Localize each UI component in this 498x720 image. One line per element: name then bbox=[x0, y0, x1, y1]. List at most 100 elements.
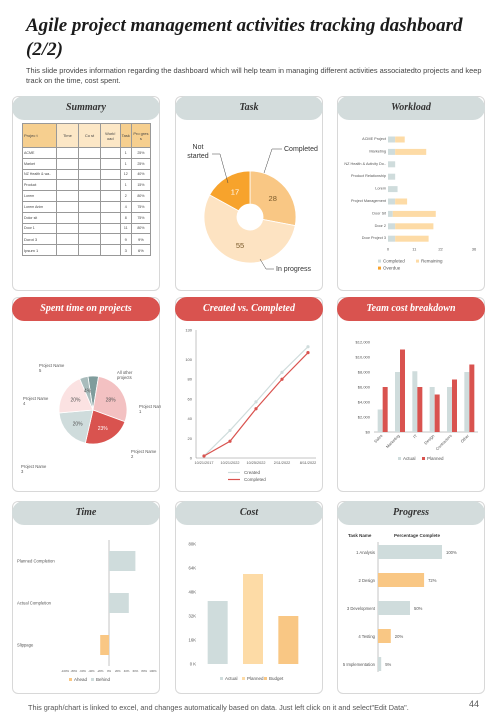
summary-table: Projec t Time Co st Work! oad Task Pro gres s… bbox=[22, 123, 152, 256]
task-callout-line bbox=[212, 153, 229, 184]
workload-bar bbox=[388, 161, 396, 168]
page-subtitle: This slide provides information regardin… bbox=[26, 66, 482, 85]
table-cell: Product bbox=[22, 179, 57, 192]
team-category-label: IT bbox=[412, 433, 418, 439]
team-category-label: Design bbox=[423, 433, 435, 445]
team-tick-label: $0 bbox=[366, 430, 371, 435]
spent-slice bbox=[92, 375, 128, 423]
workload-bar bbox=[392, 210, 436, 217]
created-tick-label: 60 bbox=[188, 396, 193, 401]
spent-category-label: Project Name bbox=[23, 396, 49, 401]
progress-category-label: 3 Development bbox=[347, 606, 376, 611]
cost-bar-chart: 0 K 16K 32K 48K 64K 80K Actual Planned Budget bbox=[189, 542, 299, 681]
cost-tick-label: 48K bbox=[189, 590, 197, 595]
legend-swatch bbox=[398, 457, 401, 460]
time-category-label: Actual Completion bbox=[17, 601, 52, 606]
time-tick-label: 80% bbox=[141, 669, 147, 673]
cost-panel: Cost 0 K 16K 32K 48K 64K 80K Actual Planned Budg… bbox=[175, 501, 323, 694]
table-cell bbox=[78, 179, 101, 192]
created-heading: Created vs. Completed bbox=[175, 297, 323, 321]
team-category-label: Other bbox=[459, 433, 470, 444]
workload-bar bbox=[395, 148, 427, 155]
time-tick-label: 20% bbox=[115, 669, 121, 673]
cost-tick-label: 80K bbox=[189, 542, 197, 547]
created-point bbox=[254, 407, 258, 411]
workload-category-label: Lorem bbox=[375, 187, 386, 191]
table-row: Dolor sit 8 75% bbox=[22, 211, 152, 224]
spent-value-label: 20% bbox=[73, 421, 84, 427]
cost-bar bbox=[207, 601, 228, 664]
table-cell: 25% bbox=[130, 147, 152, 159]
team-bar bbox=[417, 387, 423, 432]
task-value-label: 55 bbox=[236, 241, 244, 250]
progress-bar bbox=[378, 629, 391, 643]
task-slice bbox=[249, 170, 297, 227]
team-category-label: Contractors bbox=[435, 433, 453, 451]
progress-value-label: 100% bbox=[446, 550, 457, 555]
created-tick-label: 0 bbox=[190, 456, 193, 461]
workload-bar bbox=[388, 186, 398, 193]
workload-bar bbox=[395, 223, 434, 230]
created-legend-label: Completed bbox=[244, 477, 266, 482]
spent-value-label: 4% bbox=[84, 388, 92, 394]
spent-category-label: Project Name bbox=[139, 404, 161, 409]
cost-tick-label: 64K bbox=[189, 566, 197, 571]
team-category-label: Marketing bbox=[385, 433, 401, 449]
table-row: Market 1 25% bbox=[22, 157, 152, 170]
team-tick-label: $12,000 bbox=[356, 340, 371, 345]
spent-slice bbox=[84, 409, 126, 445]
table-cell: 6% bbox=[130, 244, 152, 256]
team-bar bbox=[434, 394, 440, 432]
workload-category-label: ACME Project bbox=[362, 137, 387, 141]
team-bar bbox=[447, 387, 452, 432]
workload-bar bbox=[388, 136, 396, 143]
legend-swatch bbox=[264, 677, 267, 680]
spent-slice bbox=[79, 375, 94, 411]
time-legend-label: Ahead bbox=[74, 677, 88, 682]
task-donut-chart: 28 55 17 Completed Not started In progress bbox=[187, 144, 318, 273]
cost-bar bbox=[243, 574, 263, 664]
team-cost-bar-chart: $0 $2,000 $4,000 $6,000 $8,000 $10,000 $12,000… bbox=[356, 340, 478, 461]
task-heading: Task bbox=[175, 96, 323, 120]
table-cell: Projec t bbox=[22, 123, 57, 148]
workload-bar bbox=[388, 198, 396, 205]
table-cell bbox=[100, 190, 121, 202]
progress-bar bbox=[378, 545, 442, 559]
table-cell bbox=[100, 211, 121, 224]
table-cell bbox=[56, 147, 79, 159]
workload-legend-label: Overdue bbox=[383, 266, 401, 271]
spent-value-label: 20% bbox=[71, 397, 82, 403]
created-x-label: 10/21/2017 bbox=[194, 461, 213, 465]
table-cell: 75% bbox=[130, 211, 152, 224]
table-cell: 75% bbox=[130, 200, 152, 213]
created-point bbox=[280, 377, 284, 381]
table-cell bbox=[100, 244, 121, 256]
table-cell bbox=[100, 168, 121, 181]
legend-swatch bbox=[416, 259, 419, 263]
time-category-label: Slippage bbox=[17, 643, 34, 648]
task-callout-label: In progress bbox=[276, 266, 312, 273]
time-bar bbox=[109, 551, 136, 571]
progress-bar bbox=[378, 601, 410, 615]
created-point bbox=[306, 345, 310, 349]
table-cell bbox=[56, 179, 79, 192]
workload-bar bbox=[388, 173, 396, 180]
workload-bar bbox=[388, 210, 393, 217]
created-line-chart: 0 20 40 60 80 100 130 10/21/2017 10/21/2022 10/25… bbox=[185, 328, 316, 483]
time-heading: Time bbox=[12, 501, 160, 525]
progress-bar bbox=[378, 657, 382, 671]
cost-tick-label: 32K bbox=[189, 614, 197, 619]
time-bar bbox=[100, 635, 109, 655]
progress-bar bbox=[378, 573, 425, 587]
table-cell bbox=[78, 200, 101, 213]
time-bar bbox=[109, 593, 129, 613]
spent-category-label: All other bbox=[117, 370, 133, 375]
created-tick-label: 80 bbox=[188, 377, 193, 382]
spent-category-label: 2 bbox=[131, 454, 134, 459]
table-cell bbox=[56, 211, 79, 224]
table-cell bbox=[100, 179, 121, 192]
spent-value-label: 23% bbox=[98, 426, 109, 432]
progress-heading: Progress bbox=[337, 501, 485, 525]
footer-note: This graph/chart is linked to excel, and… bbox=[28, 703, 409, 712]
legend-swatch bbox=[242, 677, 245, 680]
